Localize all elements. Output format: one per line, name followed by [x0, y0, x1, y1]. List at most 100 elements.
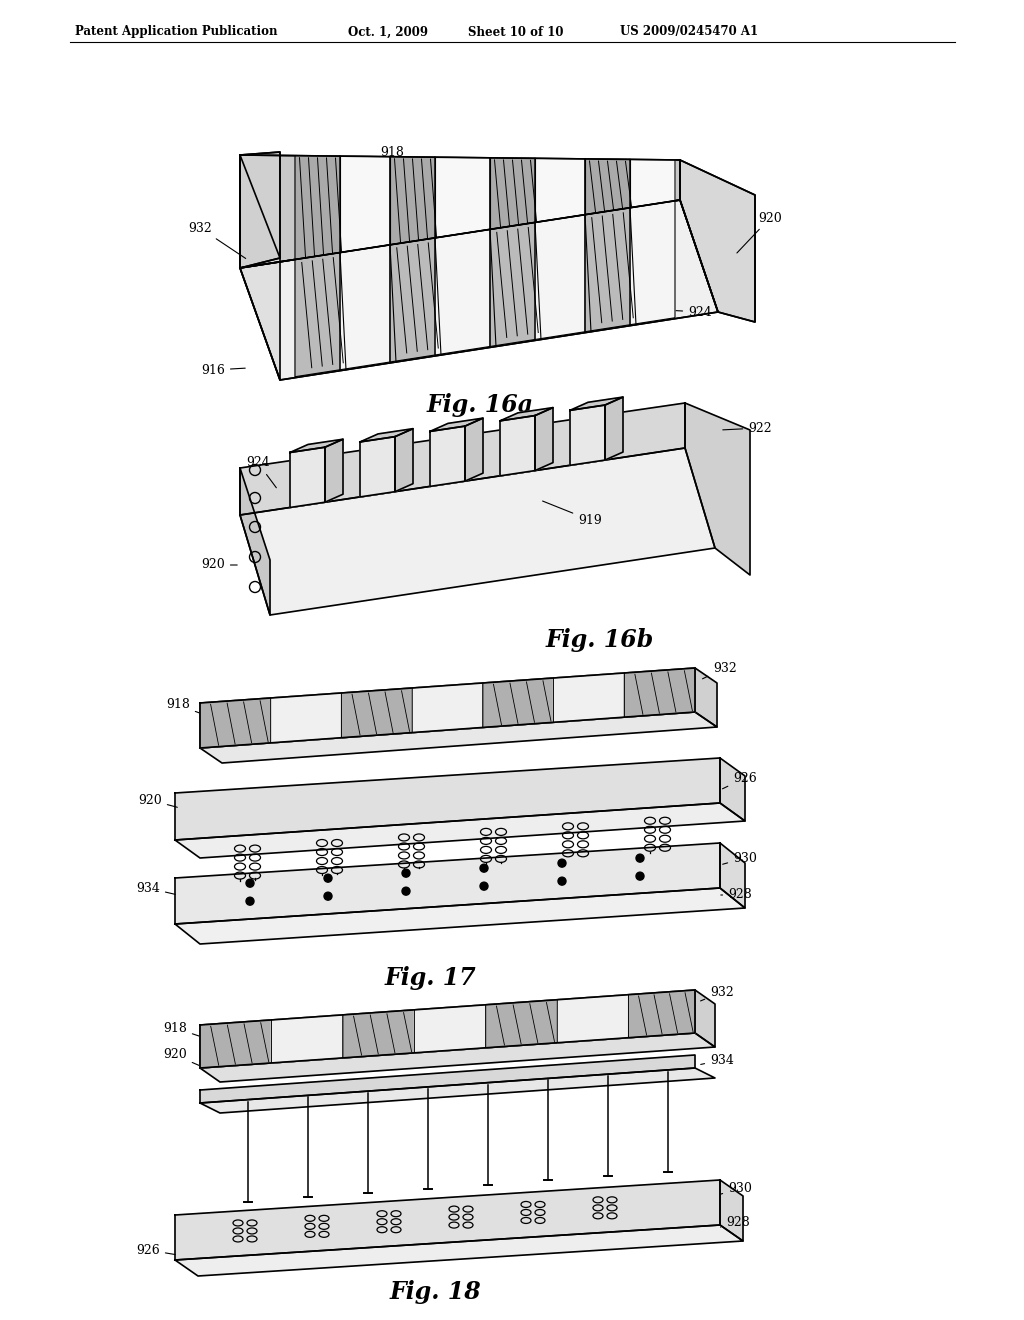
Text: 930: 930: [723, 851, 757, 865]
Polygon shape: [175, 843, 720, 924]
Polygon shape: [465, 418, 483, 480]
Polygon shape: [430, 418, 483, 432]
Text: 926: 926: [723, 771, 757, 789]
Polygon shape: [415, 1005, 485, 1053]
Polygon shape: [570, 397, 623, 411]
Polygon shape: [585, 207, 630, 331]
Polygon shape: [435, 230, 490, 355]
Text: Fig. 16a: Fig. 16a: [427, 393, 534, 417]
Polygon shape: [625, 668, 695, 717]
Text: 922: 922: [723, 421, 772, 434]
Text: 932: 932: [702, 661, 737, 678]
Polygon shape: [720, 758, 745, 821]
Text: Fig. 16b: Fig. 16b: [546, 628, 654, 652]
Text: Sheet 10 of 10: Sheet 10 of 10: [468, 25, 563, 38]
Polygon shape: [395, 429, 413, 491]
Circle shape: [246, 879, 254, 887]
Polygon shape: [271, 1015, 343, 1063]
Polygon shape: [695, 990, 715, 1047]
Polygon shape: [554, 673, 625, 722]
Text: 932: 932: [188, 222, 246, 259]
Circle shape: [402, 887, 410, 895]
Text: 920: 920: [138, 793, 177, 808]
Polygon shape: [175, 803, 745, 858]
Circle shape: [480, 865, 488, 873]
Polygon shape: [490, 158, 535, 230]
Polygon shape: [200, 711, 717, 763]
Text: 920: 920: [737, 211, 782, 253]
Polygon shape: [535, 158, 585, 222]
Circle shape: [480, 882, 488, 890]
Polygon shape: [295, 252, 340, 376]
Text: Patent Application Publication: Patent Application Publication: [75, 25, 278, 38]
Circle shape: [558, 878, 566, 886]
Polygon shape: [240, 403, 685, 515]
Polygon shape: [343, 1010, 415, 1057]
Polygon shape: [175, 888, 745, 944]
Polygon shape: [585, 158, 630, 215]
Text: 919: 919: [543, 502, 602, 527]
Polygon shape: [500, 408, 553, 421]
Polygon shape: [435, 157, 490, 238]
Polygon shape: [240, 152, 280, 268]
Polygon shape: [200, 698, 270, 748]
Text: 926: 926: [136, 1243, 175, 1257]
Polygon shape: [630, 160, 675, 207]
Polygon shape: [557, 995, 629, 1043]
Polygon shape: [629, 990, 695, 1038]
Polygon shape: [270, 693, 341, 743]
Text: Fig. 18: Fig. 18: [389, 1280, 481, 1304]
Text: 916: 916: [201, 363, 245, 376]
Text: US 2009/0245470 A1: US 2009/0245470 A1: [620, 25, 758, 38]
Polygon shape: [483, 678, 554, 727]
Polygon shape: [412, 682, 483, 733]
Polygon shape: [325, 440, 343, 502]
Polygon shape: [430, 426, 465, 486]
Polygon shape: [240, 154, 680, 268]
Polygon shape: [340, 244, 390, 370]
Polygon shape: [695, 668, 717, 727]
Polygon shape: [175, 1180, 720, 1261]
Circle shape: [324, 874, 332, 882]
Polygon shape: [685, 403, 750, 576]
Polygon shape: [290, 440, 343, 453]
Text: 932: 932: [700, 986, 734, 1001]
Text: 930: 930: [721, 1181, 752, 1195]
Polygon shape: [200, 1020, 271, 1068]
Polygon shape: [240, 447, 715, 615]
Polygon shape: [290, 447, 325, 507]
Polygon shape: [240, 469, 270, 615]
Polygon shape: [490, 222, 535, 346]
Polygon shape: [605, 397, 623, 461]
Polygon shape: [720, 843, 745, 908]
Polygon shape: [175, 758, 720, 840]
Text: 924: 924: [246, 457, 276, 488]
Polygon shape: [200, 1055, 695, 1104]
Text: Fig. 17: Fig. 17: [384, 966, 476, 990]
Text: Oct. 1, 2009: Oct. 1, 2009: [348, 25, 428, 38]
Circle shape: [324, 892, 332, 900]
Polygon shape: [200, 990, 695, 1068]
Circle shape: [636, 873, 644, 880]
Text: 920: 920: [163, 1048, 203, 1067]
Polygon shape: [200, 1068, 715, 1113]
Polygon shape: [535, 215, 585, 339]
Polygon shape: [340, 156, 390, 252]
Polygon shape: [720, 1180, 743, 1241]
Polygon shape: [200, 1034, 715, 1082]
Text: 924: 924: [668, 305, 712, 318]
Circle shape: [636, 854, 644, 862]
Polygon shape: [175, 1225, 743, 1276]
Circle shape: [246, 898, 254, 906]
Polygon shape: [570, 405, 605, 466]
Polygon shape: [341, 688, 412, 738]
Polygon shape: [485, 999, 557, 1048]
Polygon shape: [630, 201, 675, 325]
Polygon shape: [535, 408, 553, 471]
Polygon shape: [295, 156, 340, 260]
Polygon shape: [500, 416, 535, 475]
Text: 918: 918: [163, 1022, 203, 1038]
Text: 917: 917: [298, 180, 368, 223]
Text: 934: 934: [136, 882, 175, 895]
Polygon shape: [240, 154, 280, 380]
